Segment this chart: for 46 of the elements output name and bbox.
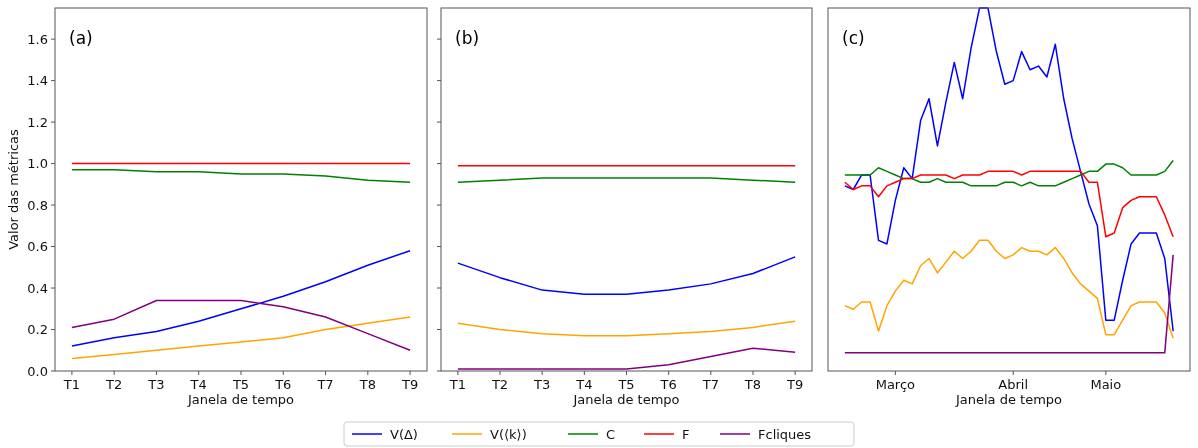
y-tick-label: 0.4: [27, 280, 48, 296]
x-tick-label: Maio: [1090, 377, 1122, 392]
y-tick-label: 0.6: [27, 239, 48, 255]
annotation: (b): [455, 28, 480, 48]
annotation: (c): [842, 28, 865, 48]
x-tick-label: T2: [490, 377, 509, 392]
x-axis-title: Janela de tempo: [954, 392, 1063, 407]
y-tick-label: 1.4: [27, 73, 48, 89]
x-tick-label: T5: [231, 377, 250, 392]
x-tick-label: T1: [62, 377, 81, 392]
x-tick-label: T1: [448, 377, 466, 392]
x-tick-label: Abril: [998, 377, 1029, 392]
y-tick-label: 1.0: [27, 156, 48, 172]
legend-label: V(⟨k⟩): [490, 426, 527, 442]
x-tick-label: T8: [743, 377, 762, 392]
y-tick-label: 0.8: [27, 197, 48, 213]
x-tick-label: T2: [105, 377, 123, 392]
legend-label: C: [606, 426, 616, 442]
y-tick-label: 0.0: [27, 363, 48, 379]
x-tick-label: T4: [189, 377, 207, 392]
x-tick-label: T6: [274, 377, 292, 392]
x-tick-label: T7: [701, 377, 719, 392]
legend-label: F: [682, 426, 690, 442]
x-tick-label: T8: [358, 377, 376, 392]
line-series: [71, 299, 411, 352]
x-tick-label: T5: [617, 377, 635, 392]
annotation: (a): [69, 28, 93, 48]
legend-label: Fcliques: [758, 426, 812, 442]
x-tick-label: T6: [659, 377, 677, 392]
x-tick-label: T4: [575, 377, 593, 392]
y-tick-label: 1.6: [27, 31, 48, 47]
x-tick-label: T9: [786, 377, 804, 392]
x-axis-title: Janela de tempo: [572, 392, 680, 407]
line-series: [71, 169, 411, 183]
y-tick-label: 0.2: [27, 322, 48, 338]
x-tick-label: T3: [533, 377, 551, 392]
x-axis-title: Janela de tempo: [186, 392, 295, 407]
line-series: [71, 249, 411, 347]
x-tick-label: Março: [875, 377, 916, 392]
x-tick-label: T9: [400, 377, 419, 392]
x-tick-label: T3: [147, 377, 165, 392]
y-axis-title: Valor das métricas: [6, 128, 21, 250]
line-series: [71, 316, 411, 360]
legend-label: V(Δ): [390, 426, 418, 442]
x-tick-label: T7: [316, 377, 334, 392]
y-tick-label: 1.2: [27, 114, 48, 130]
